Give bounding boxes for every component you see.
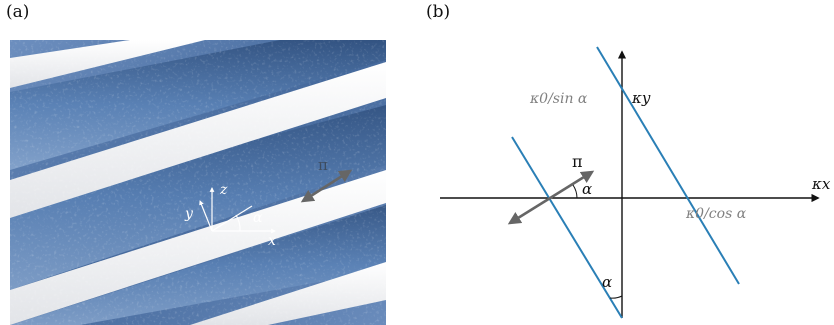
alpha-label-bottom: α [602,273,612,291]
z-label: z [219,182,228,198]
panel-a-label: (a) [6,2,30,22]
kx-axis-label: κx [811,175,831,193]
alpha-arc-crossing [572,184,578,199]
alpha-label-crossing: α [582,180,592,198]
panel-b-label: (b) [426,2,451,22]
pi-label-b: π [572,152,583,171]
direction-line [211,205,253,232]
negative-wavenumber-line [511,136,623,319]
ky-axis-label: κy [631,89,651,107]
positive-wavenumber-line [596,46,740,285]
pi-arrow-b [507,170,595,225]
pi-label-a: π [318,156,328,174]
wavenumber-plane [440,46,820,319]
kx-intercept-label: κ0/cos α [685,206,747,222]
x-label: x [268,233,276,249]
surface-axes [199,187,276,234]
alpha-arc-a [235,214,241,232]
alpha-arc-bottom [609,295,623,299]
pi-arrow-a [300,169,353,203]
y-label: y [184,206,194,222]
alpha-label-a: α [253,210,263,226]
ky-intercept-label: κ0/sin α [529,91,588,107]
y-axis [199,200,213,232]
